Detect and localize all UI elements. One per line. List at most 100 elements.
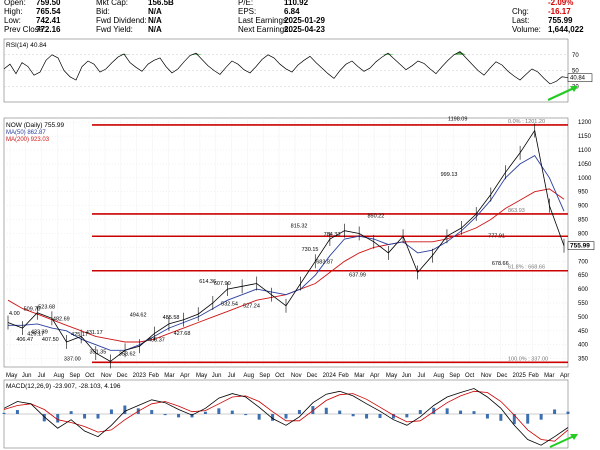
header-value: 2025-01-29: [284, 16, 325, 25]
price-panel-frame: [3, 117, 569, 368]
price-tick-label: 1100: [578, 148, 592, 154]
price-annotation: 427.68: [174, 331, 191, 337]
price-tick-label: 350: [578, 357, 589, 363]
price-annotation: 351.35: [89, 350, 106, 356]
ma50-line: [8, 155, 565, 351]
x-tick-label: Mar: [164, 373, 174, 379]
x-tick-label: Sep: [449, 373, 460, 379]
price-annotation: 999.13: [441, 172, 458, 178]
header-value: 6.84: [284, 7, 300, 16]
x-tick-label: Oct: [85, 373, 95, 379]
trend-arrow-head: [570, 86, 578, 92]
price-annotation: 777.91: [488, 234, 505, 240]
header-value: 110.92: [284, 0, 309, 7]
header-label: Mkt Cap:: [96, 0, 129, 7]
price-annotation: 1198.09: [448, 117, 467, 123]
ma50-legend: MA(50) 862.87: [6, 130, 46, 136]
price-tick-label: 450: [578, 329, 589, 335]
rsi-current-box: [567, 73, 593, 82]
x-tick-label: 2023: [133, 373, 147, 379]
price-line: [7, 129, 565, 362]
price-annotation: 523.68: [38, 305, 55, 311]
x-tick-label: Feb: [338, 373, 349, 379]
price-tick-label: 800: [578, 231, 589, 237]
price-tick-label: 1000: [578, 176, 592, 182]
header-label: P/E:: [238, 0, 254, 7]
header-value: N/A: [148, 7, 162, 16]
price-annotation: 614.36: [199, 279, 216, 285]
price-tick-label: 1200: [578, 120, 592, 126]
price-annotation: 337.00: [64, 356, 81, 362]
header-value: 2025-04-23: [284, 25, 325, 34]
price-annotation: 431.17: [86, 330, 103, 336]
x-tick-label: May: [196, 373, 207, 379]
header-label: Next Earnings:: [238, 25, 291, 34]
x-tick-label: Apr: [560, 373, 569, 379]
price-tick-label: 700: [578, 259, 589, 265]
price-tick-label: 500: [578, 315, 589, 321]
x-tick-label: Nov: [291, 373, 302, 379]
fib-level-label: 863.93: [508, 208, 525, 214]
header-value: 755.99: [548, 16, 573, 25]
price-annotation: 353.62: [119, 351, 136, 357]
price-annotation: 815.32: [291, 223, 308, 229]
price-annotation: 607.90: [214, 281, 231, 287]
fib-level-label: 100.0% : 337.00: [508, 356, 548, 362]
rsi-current-label: 40.84: [570, 76, 586, 82]
x-tick-label: Jun: [212, 373, 222, 379]
price-annotation: 850.22: [367, 214, 384, 220]
header-value: 772.16: [36, 25, 61, 34]
price-annotation: 784.33: [324, 232, 341, 238]
fib-level-label: 61.8% : 668.66: [508, 265, 545, 271]
x-tick-label: Apr: [370, 373, 379, 379]
price-annotation: 637.99: [349, 273, 366, 279]
price-annotation: 425.17: [71, 332, 88, 338]
x-tick-label: Feb: [148, 373, 159, 379]
rsi-line: [3, 51, 569, 85]
price-annotation: 527.24: [243, 303, 260, 309]
x-tick-label: May: [386, 373, 397, 379]
ma200-legend: MA(200) 923.03: [6, 137, 50, 143]
x-tick-label: Sep: [259, 373, 270, 379]
price-annotation: 433.39: [31, 329, 48, 335]
price-tick-label: 650: [578, 273, 589, 279]
trend-arrow-shaft: [547, 87, 575, 101]
header-value: 759.50: [36, 0, 61, 7]
x-tick-label: Dec: [307, 373, 318, 379]
price-annotation: 407.50: [42, 337, 59, 343]
x-tick-label: Mar: [354, 373, 364, 379]
x-tick-label: Jul: [228, 373, 236, 379]
header-label: Last Earnings:: [238, 16, 290, 25]
price-annotation: 406.47: [16, 337, 33, 343]
x-tick-label: Aug: [53, 373, 64, 379]
header-label: Bid:: [96, 7, 110, 16]
header-value: -16.17: [548, 7, 571, 16]
price-annotation: 426.17: [27, 332, 44, 338]
price-annotation: 730.15: [302, 247, 319, 253]
macd-title: MACD(12,26,9) -23.907, -28.103, 4.196: [6, 383, 121, 390]
price-annotation: 532.54: [221, 302, 238, 308]
header-value: 765.54: [36, 7, 61, 16]
x-tick-label: Jun: [402, 373, 412, 379]
price-tick-label: 600: [578, 287, 589, 293]
macd-signal-line: [3, 390, 569, 442]
x-tick-label: May: [6, 373, 17, 379]
header-label: Prev Close:: [4, 25, 46, 34]
rsi-tick-label: 70: [572, 53, 579, 59]
macd-arrow-head: [570, 434, 578, 440]
price-tick-label: 850: [578, 218, 589, 224]
x-tick-label: Dec: [117, 373, 128, 379]
header-value: -2.09%: [548, 0, 574, 7]
x-tick-label: Apr: [180, 373, 189, 379]
header-value: 156.5B: [148, 0, 174, 7]
header-label: Chg:: [512, 7, 529, 16]
price-tick-label: 550: [578, 301, 589, 307]
rsi-panel-frame: [3, 38, 569, 103]
price-annotation: 509.70: [24, 307, 41, 313]
x-tick-label: Jun: [22, 373, 32, 379]
header-value: 1,644,022: [548, 25, 584, 34]
price-annotation: 678.66: [492, 261, 509, 267]
header-label: Volume:: [512, 25, 541, 34]
